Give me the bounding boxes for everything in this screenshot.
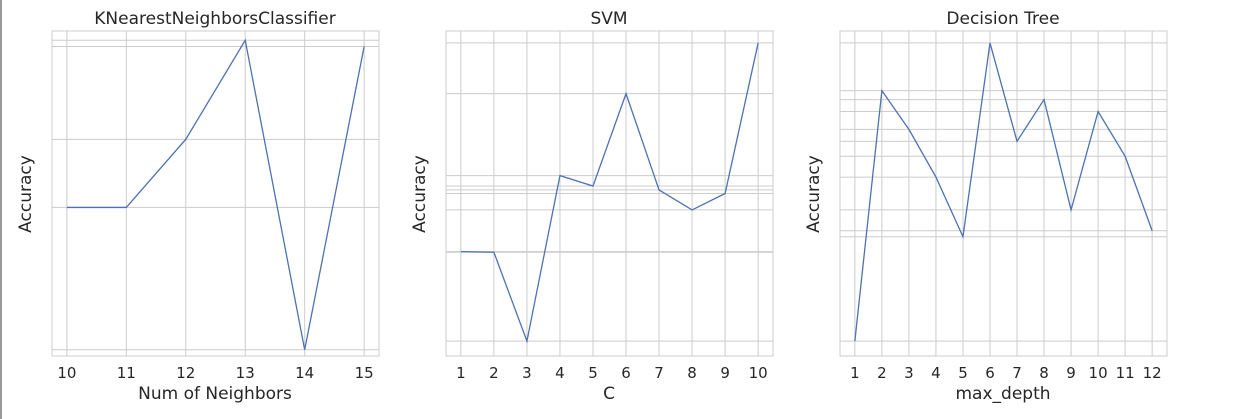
svm-x-tick-2: 2 xyxy=(489,364,499,382)
svm-chart-title: SVM xyxy=(590,9,627,29)
svm-x-tick-6: 6 xyxy=(621,364,631,382)
decision-tree-x-axis-label: max_depth xyxy=(955,384,1050,404)
decision-tree-x-tick-9: 9 xyxy=(1066,364,1076,382)
svm-x-tick-9: 9 xyxy=(720,364,730,382)
decision-tree-chart-title: Decision Tree xyxy=(946,9,1059,29)
decision-tree-x-tick-2: 2 xyxy=(877,364,887,382)
svm-x-tick-7: 7 xyxy=(654,364,664,382)
svm-chart-plot-frame xyxy=(445,30,774,357)
knn-chart: KNearestNeighborsClassifier 10 11 12 13 14 15… xyxy=(16,9,380,404)
knn-x-tick-15: 15 xyxy=(355,364,374,382)
knn-y-axis-label: Accuracy xyxy=(16,155,36,233)
knn-chart-plot-frame xyxy=(51,30,380,357)
knn-chart-title: KNearestNeighborsClassifier xyxy=(94,9,335,29)
decision-tree-x-tick-10: 10 xyxy=(1089,364,1108,382)
decision-tree-accuracy-line xyxy=(854,42,1153,342)
svm-chart: SVM 1 2 3 4 5 6 7 8 9 10 C Accuracy xyxy=(410,9,774,404)
decision-tree-x-tick-4: 4 xyxy=(931,364,941,382)
decision-tree-chart: Decision Tree 1 2 3 4 5 6 7 8 9 10 11 12 max_depth … xyxy=(804,9,1168,404)
window-left-edge xyxy=(0,0,2,419)
svm-accuracy-line xyxy=(460,42,759,344)
decision-tree-x-tick-labels: 1 2 3 4 5 6 7 8 9 10 11 12 xyxy=(850,364,1162,382)
svm-x-tick-3: 3 xyxy=(522,364,532,382)
knn-x-tick-13: 13 xyxy=(236,364,255,382)
knn-chart-gridlines xyxy=(52,31,379,356)
svm-x-tick-4: 4 xyxy=(555,364,565,382)
decision-tree-chart-plot-frame xyxy=(839,30,1168,357)
decision-tree-x-tick-7: 7 xyxy=(1012,364,1022,382)
decision-tree-x-tick-11: 11 xyxy=(1116,364,1135,382)
svm-x-tick-5: 5 xyxy=(588,364,598,382)
decision-tree-y-axis-label: Accuracy xyxy=(804,155,824,233)
knn-x-tick-11: 11 xyxy=(117,364,136,382)
svm-x-tick-10: 10 xyxy=(749,364,768,382)
decision-tree-x-tick-5: 5 xyxy=(958,364,968,382)
decision-tree-x-tick-8: 8 xyxy=(1039,364,1049,382)
knn-x-axis-label: Num of Neighbors xyxy=(138,384,292,404)
decision-tree-x-tick-1: 1 xyxy=(850,364,860,382)
decision-tree-x-tick-6: 6 xyxy=(985,364,995,382)
knn-x-tick-12: 12 xyxy=(176,364,195,382)
decision-tree-x-tick-12: 12 xyxy=(1143,364,1162,382)
knn-x-tick-10: 10 xyxy=(57,364,76,382)
svm-x-tick-8: 8 xyxy=(687,364,697,382)
svm-chart-gridlines xyxy=(446,31,773,356)
svm-y-axis-label: Accuracy xyxy=(410,155,430,233)
decision-tree-chart-gridlines xyxy=(840,31,1167,356)
svm-x-tick-1: 1 xyxy=(456,364,466,382)
knn-accuracy-line xyxy=(66,38,365,350)
knn-x-tick-labels: 10 11 12 13 14 15 xyxy=(57,364,373,382)
svm-x-axis-label: C xyxy=(603,384,615,404)
svm-x-tick-labels: 1 2 3 4 5 6 7 8 9 10 xyxy=(456,364,768,382)
decision-tree-x-tick-3: 3 xyxy=(904,364,914,382)
knn-x-tick-14: 14 xyxy=(295,364,314,382)
